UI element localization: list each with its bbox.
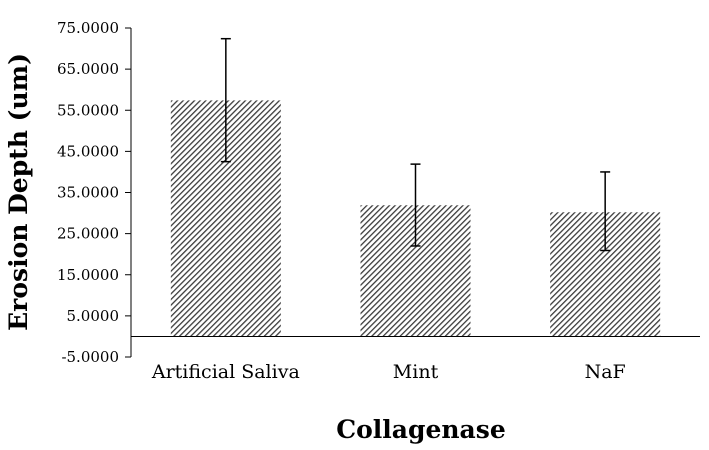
x-axis-title: Collagenase (336, 415, 506, 444)
y-tick-label: 55.0000 (57, 101, 119, 119)
y-tick-label: -5.0000 (61, 348, 119, 366)
category-label: NaF (585, 361, 626, 383)
plot-area: 75.0000 65.0000 55.0000 45.0000 35.0000 25.00… (57, 19, 700, 383)
y-tick-label: 5.0000 (67, 307, 120, 325)
y-tick-label: 75.0000 (57, 19, 119, 37)
y-tick-label: 45.0000 (57, 142, 119, 160)
y-tick-label: 65.0000 (57, 60, 119, 78)
category-label: Mint (393, 361, 439, 383)
category-label: Artificial Saliva (151, 361, 300, 383)
y-tick-label: 25.0000 (57, 225, 119, 243)
y-axis-title: Erosion Depth (um) (4, 53, 33, 331)
y-tick-label: 35.0000 (57, 184, 119, 202)
y-tick-label: 15.0000 (57, 266, 119, 284)
